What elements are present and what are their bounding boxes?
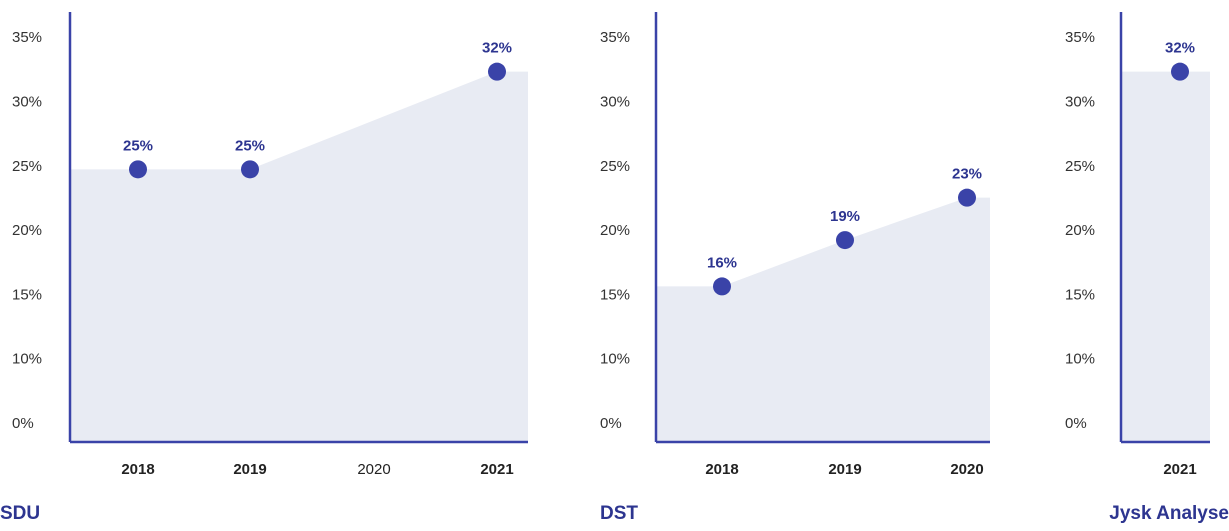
y-tick-label: 30%	[600, 93, 630, 110]
value-label: 25%	[235, 137, 265, 154]
point	[129, 160, 147, 179]
y-tick-label: 20%	[12, 222, 42, 239]
value-label: 32%	[1165, 40, 1195, 57]
area	[656, 197, 990, 442]
y-tick-label: 15%	[12, 286, 42, 303]
y-tick-label: 0%	[600, 415, 622, 432]
x-tick-label: 2018	[705, 461, 738, 478]
x-tick-label: 2019	[233, 461, 266, 478]
x-tick-label: 2020	[357, 461, 390, 478]
value-label: 19%	[830, 208, 860, 225]
point	[488, 62, 506, 81]
point	[1171, 62, 1189, 81]
y-tick-label: 20%	[600, 222, 630, 239]
y-tick-label: 30%	[12, 93, 42, 110]
chart-title: SDU	[0, 503, 40, 524]
y-tick-label: 35%	[12, 29, 42, 46]
y-tick-label: 35%	[1065, 29, 1095, 46]
x-tick-label: 2020	[950, 461, 983, 478]
area	[70, 71, 528, 443]
x-tick-label: 2021	[480, 461, 513, 478]
x-tick-label: 2019	[828, 461, 861, 478]
area	[1121, 71, 1210, 443]
y-tick-label: 25%	[600, 158, 630, 175]
point	[241, 160, 259, 179]
value-label: 32%	[482, 40, 512, 57]
value-label: 23%	[952, 166, 982, 183]
y-tick-label: 0%	[12, 415, 34, 432]
value-label: 16%	[707, 254, 737, 271]
y-tick-label: 15%	[600, 286, 630, 303]
point	[713, 277, 731, 296]
value-label: 25%	[123, 137, 153, 154]
y-tick-label: 15%	[1065, 286, 1095, 303]
x-tick-label: 2018	[121, 461, 154, 478]
x-tick-label: 2021	[1163, 461, 1196, 478]
y-tick-label: 20%	[1065, 222, 1095, 239]
y-tick-label: 25%	[12, 158, 42, 175]
y-tick-label: 0%	[1065, 415, 1087, 432]
y-tick-label: 10%	[1065, 351, 1095, 368]
point	[958, 188, 976, 207]
y-tick-label: 25%	[1065, 158, 1095, 175]
y-tick-label: 10%	[600, 351, 630, 368]
y-tick-label: 30%	[1065, 93, 1095, 110]
chart-title: Jysk Analyse	[1109, 503, 1229, 524]
point	[836, 231, 854, 250]
y-tick-label: 10%	[12, 351, 42, 368]
chart-title: DST	[600, 503, 638, 524]
y-tick-label: 35%	[600, 29, 630, 46]
